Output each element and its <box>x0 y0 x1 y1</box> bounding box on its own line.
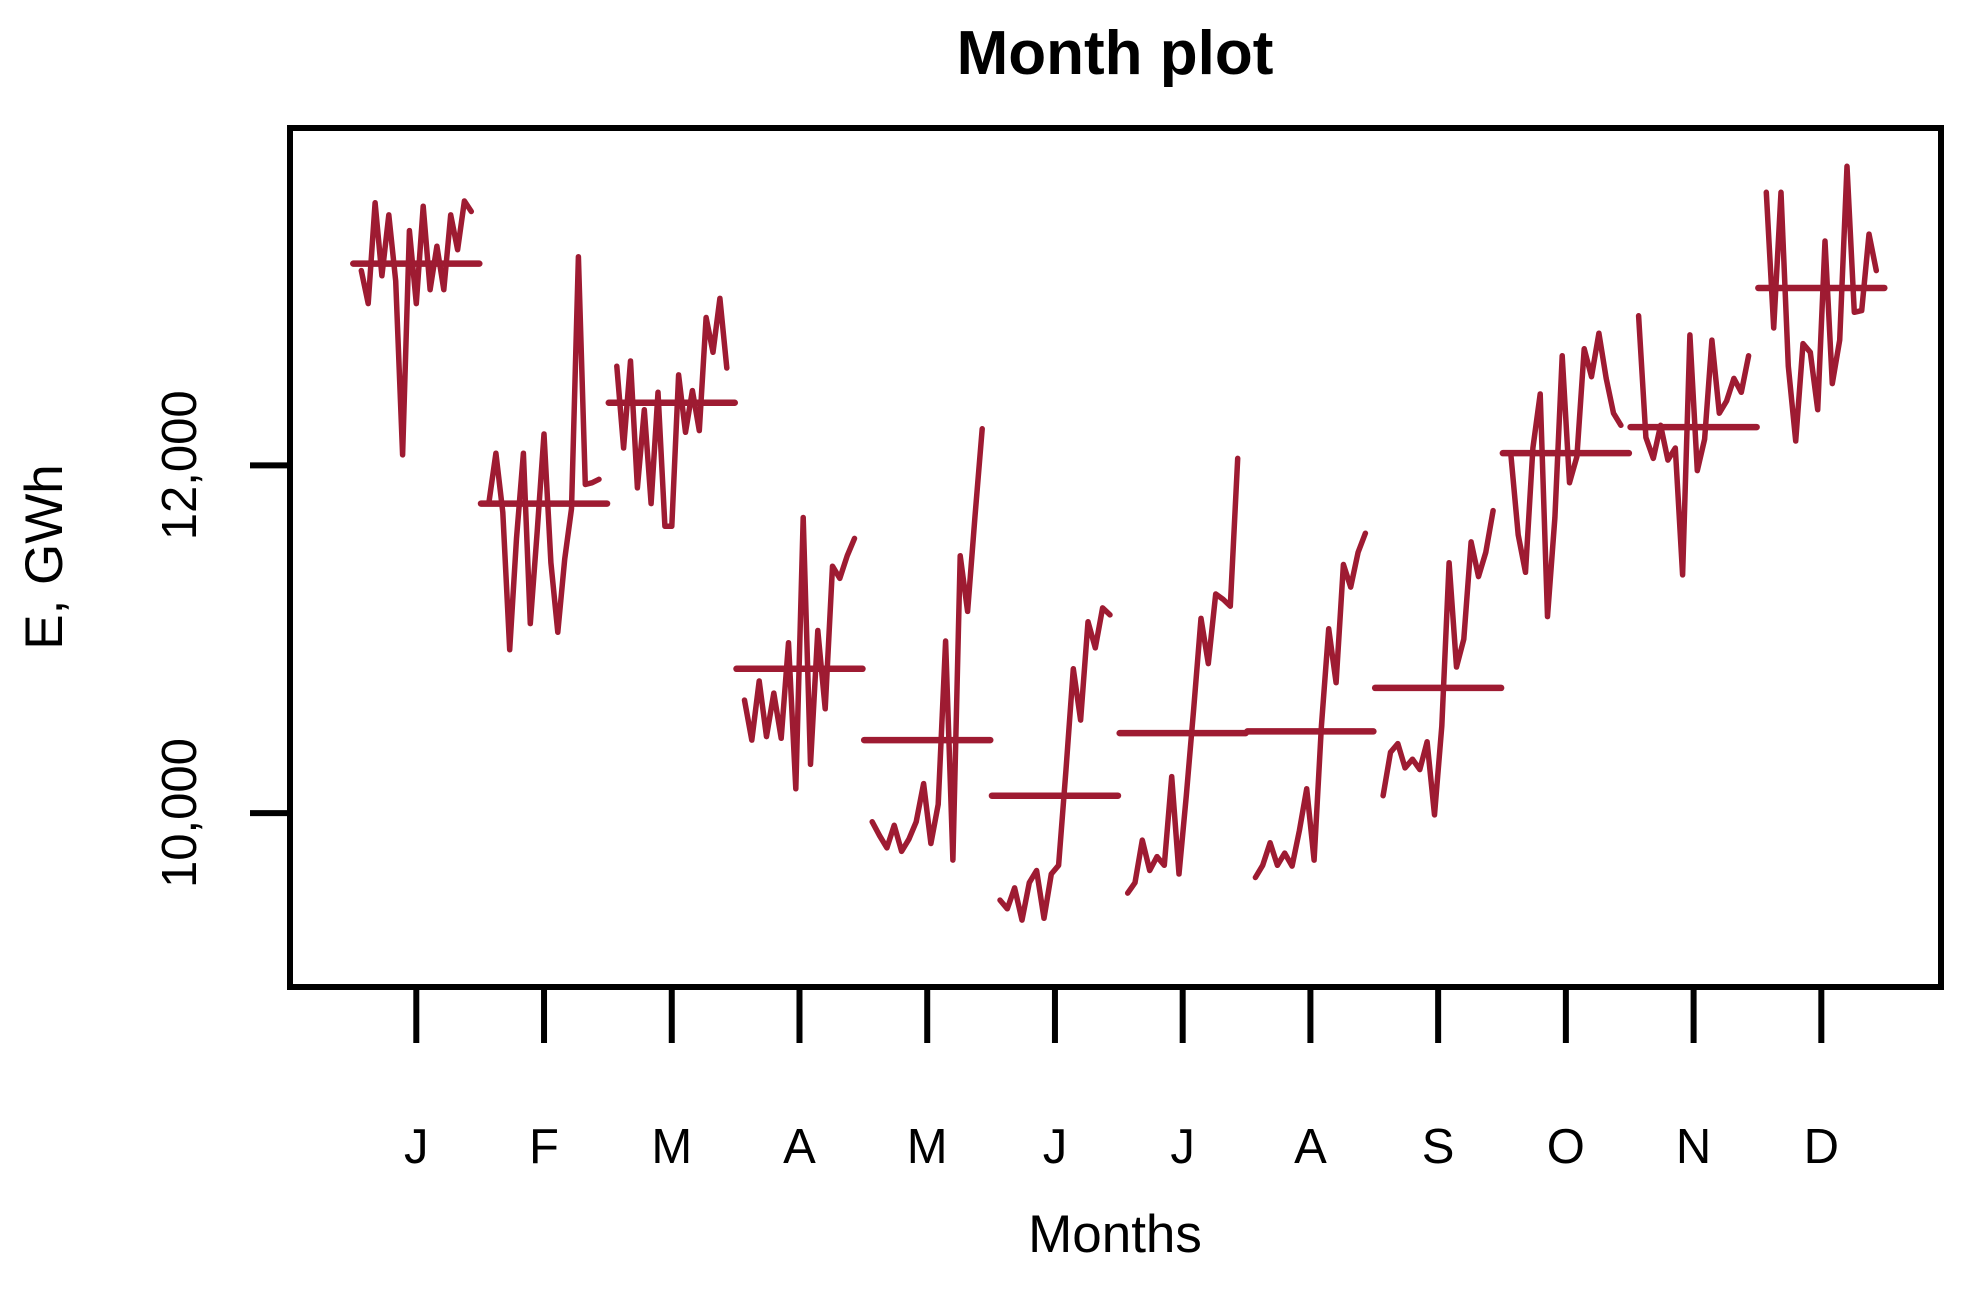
x-tick-label: A <box>1294 1120 1327 1174</box>
x-tick-label: F <box>529 1120 559 1174</box>
subseries-line-5 <box>869 426 985 863</box>
subseries-line-1 <box>358 198 475 458</box>
x-tick-label: N <box>1676 1120 1711 1174</box>
subseries-line-12 <box>1763 163 1880 444</box>
x-tick-label: M <box>651 1120 692 1174</box>
x-tick-label: J <box>1043 1120 1068 1174</box>
x-tick-label: J <box>404 1120 429 1174</box>
x-tick-label: S <box>1422 1120 1455 1174</box>
series-group <box>350 163 1888 923</box>
x-tick-label: O <box>1547 1120 1585 1174</box>
plot-border <box>287 125 1944 990</box>
y-tick-label: 10,000 <box>153 738 207 888</box>
x-tick-label: J <box>1170 1120 1195 1174</box>
subseries-line-10 <box>1508 330 1624 620</box>
y-axis-ticks: 10,000 12,000 <box>153 390 290 888</box>
subseries-line-11 <box>1635 313 1752 578</box>
y-axis-title: E, GWh <box>15 464 74 650</box>
x-tick-label: D <box>1804 1120 1839 1174</box>
chart-title: Month plot <box>957 19 1274 88</box>
subseries-line-4 <box>741 514 858 792</box>
subseries-line-6 <box>997 605 1113 923</box>
x-tick-label: M <box>907 1120 948 1174</box>
subseries-line-9 <box>1380 507 1496 818</box>
x-tick-label: A <box>783 1120 816 1174</box>
x-axis-title: Months <box>1028 1205 1202 1264</box>
subseries-line-3 <box>614 295 730 529</box>
y-tick-label: 12,000 <box>153 390 207 540</box>
subseries-line-2 <box>486 253 602 653</box>
subseries-line-7 <box>1124 455 1241 896</box>
subseries-line-8 <box>1252 530 1369 881</box>
